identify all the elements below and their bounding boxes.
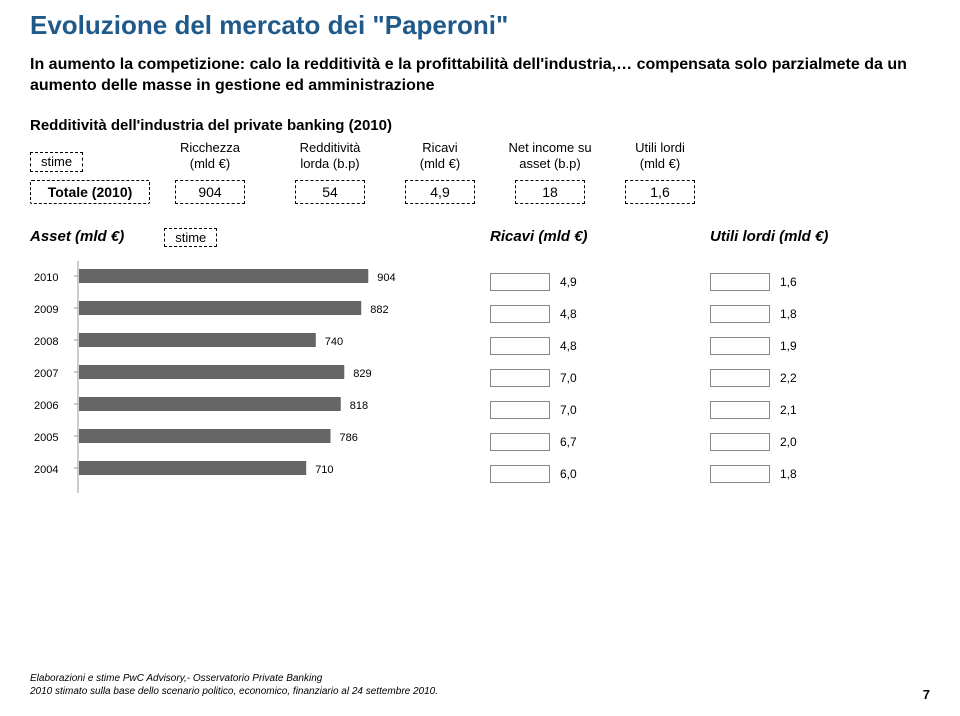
asset-bar-value: 818: [350, 400, 368, 412]
utili-box: [710, 401, 770, 419]
summary-col-header: Utili lordi(mld €): [610, 140, 710, 173]
ricavi-box: [490, 465, 550, 483]
asset-bar: [79, 429, 331, 443]
utili-row: 1,8: [710, 305, 930, 323]
utili-row: 2,0: [710, 433, 930, 451]
ricavi-row: 4,8: [490, 305, 690, 323]
year-label: 2006: [34, 400, 58, 412]
ricavi-row: 4,8: [490, 337, 690, 355]
year-label: 2004: [34, 464, 58, 476]
ricavi-value: 7,0: [560, 371, 590, 385]
summary-total-row: Totale (2010) 904 54 4,9 18 1,6: [30, 180, 930, 204]
utili-box: [710, 465, 770, 483]
totale-value: 54: [295, 180, 365, 204]
ricavi-box: [490, 401, 550, 419]
ricavi-value: 4,8: [560, 307, 590, 321]
footnote-line1: Elaborazioni e stime PwC Advisory,- Osse…: [30, 673, 322, 684]
totale-value: 904: [175, 180, 245, 204]
ricavi-value: 4,9: [560, 275, 590, 289]
summary-col-header: Net income suasset (b.p): [490, 140, 610, 173]
asset-chart-column: Asset (mld €) stime 2010 904 2009 882 2008 74…: [30, 228, 470, 511]
totale-value: 1,6: [625, 180, 695, 204]
utili-value: 2,2: [780, 371, 810, 385]
footnote: Elaborazioni e stime PwC Advisory,- Osse…: [30, 672, 438, 698]
utili-row: 1,6: [710, 273, 930, 291]
asset-bar-value: 710: [315, 464, 333, 476]
asset-bar: [79, 301, 361, 315]
asset-bar: [79, 269, 368, 283]
year-label: 2010: [34, 272, 58, 284]
ricavi-row: 7,0: [490, 369, 690, 387]
summary-col-header: Ricavi(mld €): [390, 140, 490, 173]
summary-header-row: stime Ricchezza(mld €)Redditivitàlorda (b…: [30, 140, 930, 173]
asset-bar: [79, 397, 341, 411]
asset-bar-chart: 2010 904 2009 882 2008 740 2007 829 2006 818 2005 7…: [30, 251, 450, 511]
stime-label-chart: stime: [164, 228, 217, 247]
utili-value: 1,6: [780, 275, 810, 289]
utili-column: Utili lordi (mld €) 1,6 1,8 1,9 2,2 2,1 2,0 1,…: [710, 228, 930, 511]
ricavi-header: Ricavi (mld €): [490, 228, 690, 245]
utili-row: 2,1: [710, 401, 930, 419]
asset-bar-value: 740: [325, 336, 343, 348]
summary-col-header: Redditivitàlorda (b.p): [270, 140, 390, 173]
asset-chart-header: Asset (mld €): [30, 228, 124, 245]
asset-bar: [79, 365, 344, 379]
utili-row: 1,9: [710, 337, 930, 355]
ricavi-box: [490, 337, 550, 355]
asset-bar-value: 786: [340, 432, 358, 444]
asset-bar: [79, 461, 306, 475]
asset-bar-value: 904: [377, 272, 395, 284]
ricavi-row: 7,0: [490, 401, 690, 419]
utili-row: 2,2: [710, 369, 930, 387]
year-label: 2005: [34, 432, 58, 444]
totale-value: 18: [515, 180, 585, 204]
year-label: 2009: [34, 304, 58, 316]
utili-box: [710, 433, 770, 451]
footnote-line2: 2010 stimato sulla base dello scenario p…: [30, 686, 438, 697]
ricavi-box: [490, 369, 550, 387]
page-number: 7: [923, 687, 930, 702]
charts-area: Asset (mld €) stime 2010 904 2009 882 2008 74…: [30, 228, 930, 511]
utili-header: Utili lordi (mld €): [710, 228, 930, 245]
asset-bar-value: 882: [370, 304, 388, 316]
year-label: 2008: [34, 336, 58, 348]
utili-value: 2,0: [780, 435, 810, 449]
utili-box: [710, 337, 770, 355]
utili-value: 2,1: [780, 403, 810, 417]
ricavi-value: 4,8: [560, 339, 590, 353]
ricavi-column: Ricavi (mld €) 4,9 4,8 4,8 7,0 7,0 6,7 6,0: [490, 228, 690, 511]
ricavi-value: 6,0: [560, 467, 590, 481]
utili-value: 1,8: [780, 307, 810, 321]
ricavi-value: 6,7: [560, 435, 590, 449]
ricavi-row: 6,7: [490, 433, 690, 451]
summary-col-header: Ricchezza(mld €): [150, 140, 270, 173]
section-heading: Redditività dell'industria del private b…: [30, 117, 930, 134]
utili-value: 1,8: [780, 467, 810, 481]
stime-label-summary: stime: [30, 152, 83, 172]
ricavi-value: 7,0: [560, 403, 590, 417]
asset-bar: [79, 333, 316, 347]
utili-box: [710, 305, 770, 323]
utili-value: 1,9: [780, 339, 810, 353]
asset-bar-value: 829: [353, 368, 371, 380]
utili-row: 1,8: [710, 465, 930, 483]
utili-box: [710, 369, 770, 387]
ricavi-row: 6,0: [490, 465, 690, 483]
totale-value: 4,9: [405, 180, 475, 204]
year-label: 2007: [34, 368, 58, 380]
subtitle-text: In aumento la competizione: calo la redd…: [30, 55, 930, 97]
page-title: Evoluzione del mercato dei "Paperoni": [30, 10, 930, 41]
ricavi-box: [490, 273, 550, 291]
ricavi-box: [490, 305, 550, 323]
ricavi-box: [490, 433, 550, 451]
totale-label: Totale (2010): [30, 180, 150, 204]
ricavi-row: 4,9: [490, 273, 690, 291]
utili-box: [710, 273, 770, 291]
